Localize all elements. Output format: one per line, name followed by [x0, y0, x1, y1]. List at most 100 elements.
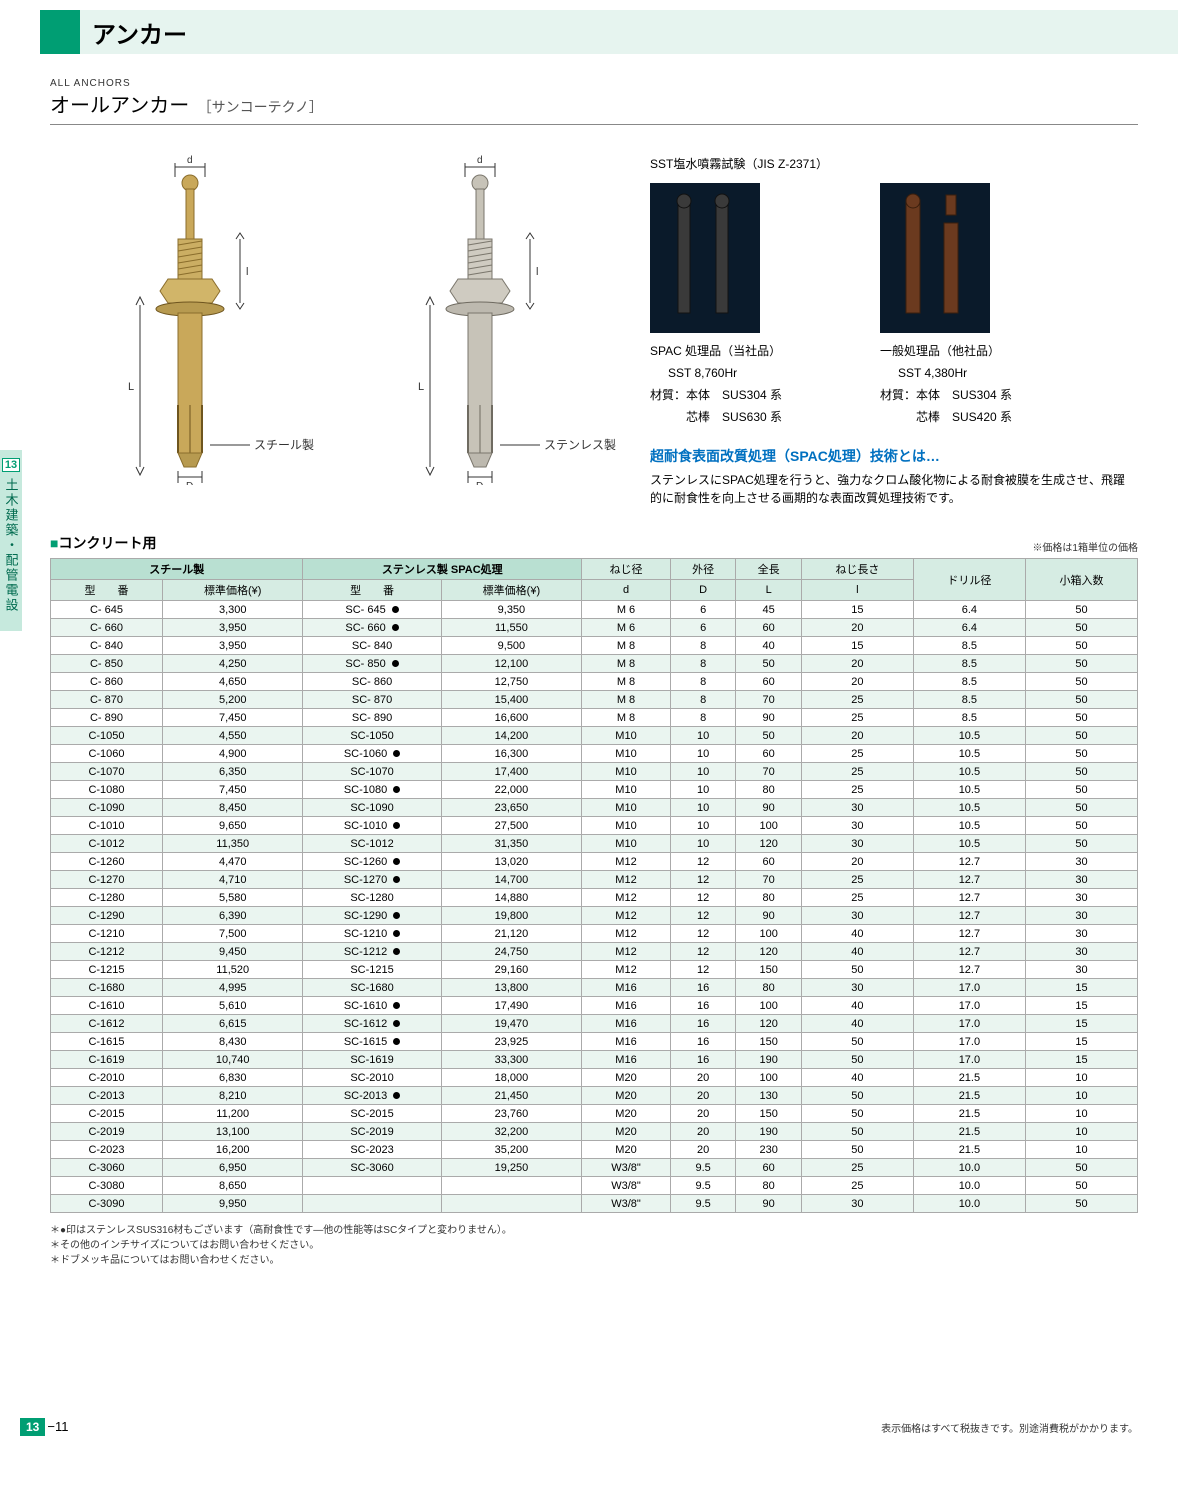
table-row: C-20106,830SC-201018,000M20201004021.510 [51, 1069, 1138, 1087]
cell-drill: 10.5 [913, 763, 1025, 781]
cell-drill: 21.5 [913, 1105, 1025, 1123]
table-row: C-16158,430SC-161523,925M16161505017.015 [51, 1033, 1138, 1051]
cell-box: 50 [1025, 709, 1137, 727]
cell-box: 30 [1025, 889, 1137, 907]
cell-length-L: 90 [736, 1195, 802, 1213]
sus316-dot-icon [393, 1002, 400, 1009]
cell-screw-d: M16 [582, 1033, 671, 1051]
cell-outer-D: 20 [670, 1123, 736, 1141]
cell-model-stainless: SC- 890 [303, 709, 441, 727]
col-outer-D: 外径 [670, 559, 736, 580]
cell-screwlen-l: 25 [801, 1177, 913, 1195]
cell-screwlen-l: 40 [801, 943, 913, 961]
cell-price-steel: 11,200 [163, 1105, 303, 1123]
cell-price-steel: 3,950 [163, 637, 303, 655]
cell-price-stainless: 27,500 [441, 817, 581, 835]
cell-outer-D: 10 [670, 781, 736, 799]
other-sst: SST 4,380Hr [880, 364, 1080, 382]
cell-length-L: 80 [736, 781, 802, 799]
cell-price-stainless: 12,750 [441, 673, 581, 691]
cell-outer-D: 16 [670, 1015, 736, 1033]
diagram-row: d L [70, 155, 1128, 507]
sus316-dot-icon [393, 1092, 400, 1099]
cell-length-L: 60 [736, 673, 802, 691]
cell-length-L: 45 [736, 601, 802, 619]
cell-drill: 12.7 [913, 889, 1025, 907]
cell-model-stainless: SC-1260 [303, 853, 441, 871]
cell-outer-D: 10 [670, 727, 736, 745]
cell-box: 15 [1025, 1015, 1137, 1033]
cell-price-steel: 3,950 [163, 619, 303, 637]
cell-price-stainless: 13,800 [441, 979, 581, 997]
cell-price-steel: 7,500 [163, 925, 303, 943]
spac-product-svg [650, 183, 760, 333]
cell-price-steel: 8,210 [163, 1087, 303, 1105]
cell-screwlen-l: 30 [801, 979, 913, 997]
dim-L: L [128, 381, 134, 393]
cell-screw-d: M20 [582, 1141, 671, 1159]
cell-drill: 17.0 [913, 1051, 1025, 1069]
col-group-steel: スチール製 [51, 559, 303, 580]
table-row: C- 8705,200SC- 87015,400M 8870258.550 [51, 691, 1138, 709]
cell-price-steel: 6,390 [163, 907, 303, 925]
cell-box: 15 [1025, 979, 1137, 997]
cell-model-steel: C-2019 [51, 1123, 163, 1141]
cell-length-L: 50 [736, 727, 802, 745]
cell-drill: 6.4 [913, 619, 1025, 637]
cell-price-steel: 13,100 [163, 1123, 303, 1141]
cell-price-steel: 6,615 [163, 1015, 303, 1033]
col-box: 小箱入数 [1025, 559, 1137, 601]
info-heading: 超耐食表面改質処理（SPAC処理）技術とは… [650, 446, 1128, 467]
col-length-L-sub: L [736, 580, 802, 601]
cell-outer-D: 12 [670, 853, 736, 871]
cell-model-steel: C- 890 [51, 709, 163, 727]
table-row: C-30909,950W3/8"9.5903010.050 [51, 1195, 1138, 1213]
cell-price-steel: 10,740 [163, 1051, 303, 1069]
sus316-dot-icon [392, 624, 399, 631]
sus316-dot-icon [393, 912, 400, 919]
cell-screw-d: M10 [582, 763, 671, 781]
table-row: C-121511,520SC-121529,160M12121505012.73… [51, 961, 1138, 979]
cell-price-steel: 8,650 [163, 1177, 303, 1195]
cell-model-steel: C- 840 [51, 637, 163, 655]
cell-screw-d: M 8 [582, 691, 671, 709]
cell-outer-D: 8 [670, 637, 736, 655]
cell-screwlen-l: 30 [801, 835, 913, 853]
col-screw-d-sub: d [582, 580, 671, 601]
cell-price-steel: 6,830 [163, 1069, 303, 1087]
footer-note: 表示価格はすべて税抜きです。別途消費税がかかります。 [881, 1420, 1138, 1435]
table-row: C-201913,100SC-201932,200M20201905021.51… [51, 1123, 1138, 1141]
cell-screw-d: M12 [582, 889, 671, 907]
cell-price-stainless [441, 1195, 581, 1213]
comparison-row: SPAC 処理品（当社品） SST 8,760Hr 材質：本体 SUS304 系… [650, 183, 1128, 426]
table-row: C-12107,500SC-121021,120M12121004012.730 [51, 925, 1138, 943]
page-section: 13 [20, 1418, 45, 1436]
cell-screwlen-l: 40 [801, 1069, 913, 1087]
cell-model-steel: C-1280 [51, 889, 163, 907]
cell-model-steel: C-1012 [51, 835, 163, 853]
cell-screwlen-l: 50 [801, 1141, 913, 1159]
cell-drill: 10.0 [913, 1177, 1025, 1195]
sus316-dot-icon [393, 948, 400, 955]
cell-box: 15 [1025, 1051, 1137, 1069]
cell-outer-D: 9.5 [670, 1177, 736, 1195]
table-row: C-12805,580SC-128014,880M1212802512.730 [51, 889, 1138, 907]
cell-model-stainless: SC-1070 [303, 763, 441, 781]
page-number: 13−11 [20, 1418, 68, 1436]
cell-outer-D: 20 [670, 1069, 736, 1087]
cell-screw-d: M12 [582, 961, 671, 979]
cell-box: 30 [1025, 871, 1137, 889]
info-block: SST塩水噴霧試験（JIS Z-2371） SPAC 処理品（当社品） SST … [650, 155, 1128, 507]
cell-screw-d: M16 [582, 1051, 671, 1069]
info-body: ステンレスにSPAC処理を行うと、強力なクロム酸化物による耐食被膜を生成させ、飛… [650, 471, 1128, 507]
cell-outer-D: 10 [670, 835, 736, 853]
cell-model-steel: C-1680 [51, 979, 163, 997]
table-row: C-20138,210SC-201321,450M20201305021.510 [51, 1087, 1138, 1105]
col-length-L: 全長 [736, 559, 802, 580]
cell-screw-d: M16 [582, 1015, 671, 1033]
cell-screw-d: M16 [582, 997, 671, 1015]
spec-tbody: C- 6453,300SC- 6459,350M 6645156.450C- 6… [51, 601, 1138, 1213]
cell-screw-d: M12 [582, 853, 671, 871]
cell-length-L: 90 [736, 799, 802, 817]
cell-outer-D: 12 [670, 961, 736, 979]
